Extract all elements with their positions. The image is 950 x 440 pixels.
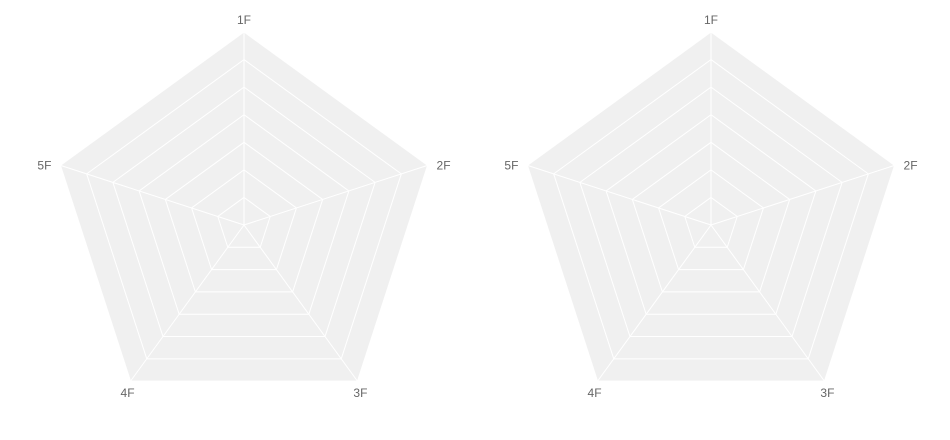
radar-spoke (710, 224, 825, 382)
radar-grid-ring (138, 114, 350, 315)
radar-axis-label: 3F (820, 386, 834, 400)
radar-grid-ring (217, 196, 271, 248)
radar-axis-label: 1F (704, 13, 718, 27)
radar-spoke (130, 224, 245, 382)
radar-chart-left: 1F 2F 3F 4F 5F (37, 13, 450, 400)
radar-axis-label: 5F (37, 158, 51, 172)
radar-grid-ring (657, 169, 765, 271)
radar-grid-ring (86, 58, 402, 360)
radar-grid-ring (164, 141, 324, 293)
radar-grid-ring (190, 169, 298, 271)
radar-spoke (243, 164, 428, 226)
radar-axis-label: 2F (904, 158, 918, 172)
radar-spoke (597, 224, 712, 382)
radar-chart-right: 1F 2F 3F 4F 5F (504, 13, 917, 400)
radar-axis-label: 4F (588, 386, 602, 400)
radar-axis-label: 1F (237, 13, 251, 27)
radar-grid-ring (59, 31, 429, 382)
radar-axis-label: 5F (504, 158, 518, 172)
radar-spoke (243, 224, 358, 382)
radar-axis-label: 4F (121, 386, 135, 400)
radar-spoke (527, 164, 712, 226)
radar-grid-ring (579, 86, 843, 338)
radar-grid-ring (526, 31, 896, 382)
radar-grid-ring (112, 86, 376, 338)
radar-axis-label: 3F (353, 386, 367, 400)
radar-grid-ring (631, 141, 791, 293)
radar-spoke (60, 164, 245, 226)
radar-grid-ring (684, 196, 738, 248)
radar-axis-label: 2F (437, 158, 451, 172)
radar-grid-ring (605, 114, 817, 315)
radar-grid-ring (553, 58, 869, 360)
radar-spoke (710, 164, 895, 226)
